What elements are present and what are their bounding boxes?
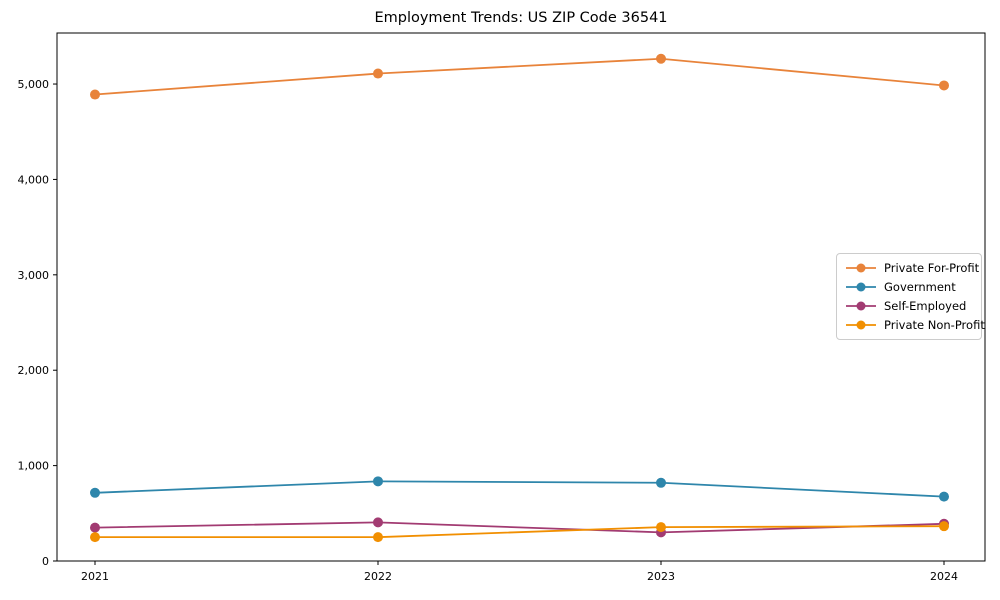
- data-point-government: [373, 476, 383, 487]
- data-point-private-non-profit: [373, 532, 383, 543]
- legend-sample-dot: [856, 263, 866, 273]
- legend-marker-icon: [846, 301, 876, 311]
- x-tick-label: 2024: [930, 570, 958, 583]
- legend-marker-icon: [846, 320, 876, 330]
- series-line-private-for-profit: [94, 57, 945, 96]
- y-tick-label: 0: [42, 555, 49, 568]
- data-point-private-non-profit: [656, 522, 666, 533]
- data-point-private-for-profit: [656, 53, 666, 64]
- legend-item-private-non-profit: Private Non-Profit: [846, 315, 985, 334]
- legend-marker-icon: [846, 263, 876, 273]
- data-point-government: [90, 487, 100, 498]
- data-point-private-for-profit: [90, 89, 100, 100]
- legend-label: Government: [884, 280, 956, 295]
- legend-sample-dot: [856, 301, 866, 311]
- legend-item-government: Government: [846, 278, 973, 297]
- legend-label: Self-Employed: [884, 298, 967, 313]
- x-tick-label: 2022: [364, 570, 392, 583]
- legend-sample-dot: [856, 320, 866, 330]
- legend-marker-icon: [846, 282, 876, 292]
- data-point-private-non-profit: [939, 521, 949, 532]
- data-point-private-non-profit: [90, 532, 100, 543]
- series-line-private-non-profit: [94, 525, 945, 539]
- legend-label: Private Non-Profit: [884, 317, 985, 332]
- x-tick-label: 2023: [647, 570, 675, 583]
- legend-sample-dot: [856, 282, 866, 292]
- x-tick-label: 2021: [81, 570, 109, 583]
- y-tick-label: 4,000: [18, 173, 50, 186]
- chart-title: Employment Trends: US ZIP Code 36541: [374, 10, 668, 26]
- data-point-government: [656, 477, 666, 488]
- data-point-self-employed: [373, 517, 383, 528]
- legend: Private For-Profit Government Self-Employe…: [836, 253, 985, 340]
- data-point-private-for-profit: [373, 68, 383, 79]
- y-tick-label: 2,000: [18, 364, 50, 377]
- y-tick-label: 3,000: [18, 269, 50, 282]
- data-point-self-employed: [90, 522, 100, 533]
- legend-item-private-for-profit: Private For-Profit: [846, 259, 979, 278]
- data-point-private-for-profit: [939, 80, 949, 91]
- legend-item-self-employed: Self-Employed: [846, 297, 973, 316]
- y-tick-label: 5,000: [18, 78, 50, 91]
- legend-label: Private For-Profit: [884, 261, 980, 276]
- data-point-government: [939, 491, 949, 502]
- series-line-self-employed: [94, 521, 945, 534]
- y-tick-label: 1,000: [18, 460, 50, 473]
- series-line-government: [94, 480, 945, 498]
- plot-frame: [56, 32, 986, 562]
